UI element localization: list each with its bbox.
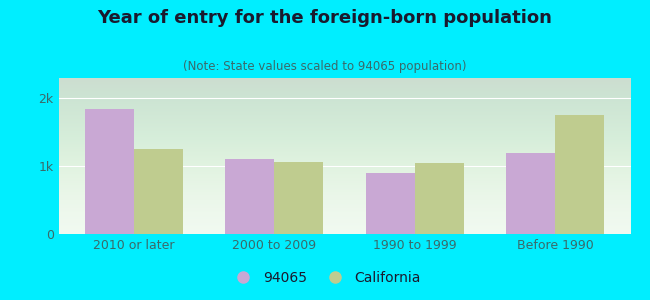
Legend: 94065, California: 94065, California (224, 265, 426, 290)
Text: Year of entry for the foreign-born population: Year of entry for the foreign-born popul… (98, 9, 552, 27)
Bar (225, 159, 274, 234)
Bar (274, 162, 324, 234)
Bar (415, 164, 464, 234)
Bar (84, 109, 134, 234)
Bar (365, 173, 415, 234)
Bar (555, 115, 605, 234)
Bar (134, 148, 183, 234)
Text: (Note: State values scaled to 94065 population): (Note: State values scaled to 94065 popu… (183, 60, 467, 73)
Bar (506, 153, 555, 234)
